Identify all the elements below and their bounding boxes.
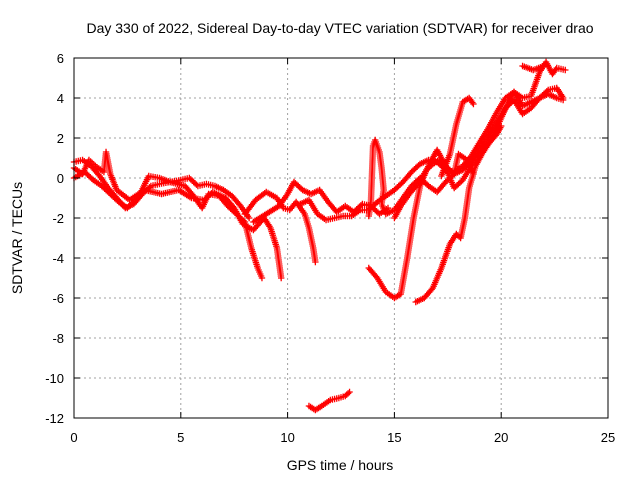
- series-track-j: [391, 146, 477, 222]
- y-tick-label: -10: [45, 371, 64, 386]
- data-series: [70, 58, 569, 414]
- y-tick-label: -8: [52, 331, 64, 346]
- y-tick-label: -12: [45, 411, 64, 426]
- axis-ticks: 0 5 10 15 20 25 -12 -10 -8 -6 -4 -2 0 2 4 6: [45, 51, 615, 445]
- data-point: [357, 202, 365, 209]
- data-point: [258, 274, 266, 282]
- data-point: [312, 258, 319, 266]
- series-track-b: [70, 168, 266, 282]
- x-tick-label: 10: [280, 430, 294, 445]
- x-tick-label: 25: [601, 430, 615, 445]
- series-track-k: [412, 58, 569, 306]
- data-point: [346, 388, 353, 396]
- series-track-f: [297, 84, 567, 224]
- series-track-m: [519, 62, 548, 74]
- data-point: [559, 96, 567, 104]
- data-point: [277, 274, 285, 282]
- x-tick-label: 0: [70, 430, 77, 445]
- x-tick-label: 15: [387, 430, 401, 445]
- data-point: [540, 62, 548, 70]
- data-point: [428, 286, 435, 293]
- series-track-l: [438, 94, 477, 180]
- data-point: [229, 203, 237, 210]
- chart-title: Day 330 of 2022, Sidereal Day-to-day VTE…: [86, 20, 593, 36]
- y-tick-label: -6: [52, 291, 64, 306]
- x-tick-label: 5: [177, 430, 184, 445]
- data-point: [470, 100, 477, 108]
- series-track-d: [241, 188, 319, 266]
- y-tick-label: -4: [52, 251, 64, 266]
- grid-lines: [74, 58, 608, 418]
- x-axis-label: GPS time / hours: [287, 457, 394, 473]
- y-axis-label: SDTVAR / TECUs: [9, 182, 25, 294]
- y-tick-label: -2: [52, 211, 64, 226]
- data-point: [245, 214, 253, 222]
- x-tick-label: 20: [494, 430, 508, 445]
- plot-frame: [73, 57, 609, 419]
- y-tick-label: 2: [57, 131, 64, 146]
- y-tick-label: 4: [57, 91, 64, 106]
- y-tick-label: 0: [57, 171, 64, 186]
- data-point: [193, 181, 200, 188]
- y-tick-label: 6: [57, 51, 64, 66]
- series-track-c: [70, 148, 285, 282]
- data-point: [344, 390, 352, 397]
- data-point: [562, 66, 569, 74]
- series-track-i: [365, 122, 505, 302]
- series-track-g: [305, 388, 353, 414]
- data-point: [146, 184, 153, 191]
